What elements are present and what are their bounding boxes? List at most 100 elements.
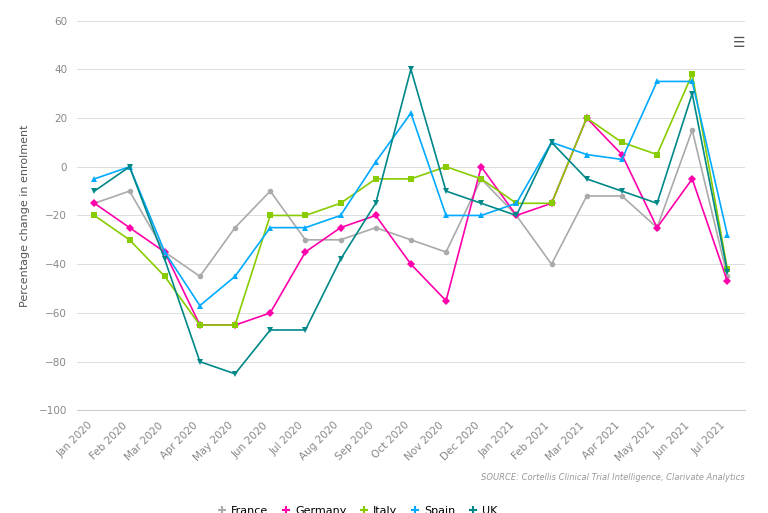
Spain: [125, 164, 134, 170]
Germany: [723, 278, 732, 284]
UK: [230, 371, 240, 377]
Germany: [90, 200, 99, 206]
UK: [653, 200, 662, 206]
France: [266, 188, 275, 194]
Line: Italy: Italy: [91, 71, 730, 328]
France: [442, 249, 451, 255]
Line: France: France: [91, 127, 730, 279]
UK: [687, 91, 697, 97]
UK: [477, 200, 486, 206]
UK: [547, 140, 556, 146]
Legend: France, Germany, Italy, Spain, UK: France, Germany, Italy, Spain, UK: [214, 502, 502, 513]
Italy: [547, 200, 556, 206]
Germany: [125, 225, 134, 231]
Spain: [90, 176, 99, 182]
Germany: [406, 261, 415, 267]
UK: [195, 359, 204, 365]
France: [582, 193, 591, 199]
Spain: [617, 156, 627, 163]
Germany: [301, 249, 310, 255]
France: [195, 273, 204, 280]
UK: [266, 327, 275, 333]
Line: UK: UK: [91, 67, 730, 377]
France: [406, 237, 415, 243]
Germany: [160, 249, 169, 255]
Germany: [582, 115, 591, 121]
Germany: [547, 200, 556, 206]
France: [230, 225, 240, 231]
Spain: [653, 78, 662, 85]
France: [547, 261, 556, 267]
Italy: [687, 71, 697, 77]
Germany: [687, 176, 697, 182]
Spain: [371, 159, 380, 165]
Italy: [336, 200, 345, 206]
Germany: [266, 310, 275, 316]
UK: [301, 327, 310, 333]
UK: [442, 188, 451, 194]
Germany: [230, 322, 240, 328]
Italy: [371, 176, 380, 182]
Text: SOURCE: Cortellis Clinical Trial Intelligence, Clarivate Analytics: SOURCE: Cortellis Clinical Trial Intelli…: [482, 473, 745, 482]
Germany: [195, 322, 204, 328]
Germany: [511, 212, 521, 219]
France: [723, 273, 732, 280]
Line: Spain: Spain: [91, 78, 730, 308]
Spain: [723, 232, 732, 238]
Italy: [442, 164, 451, 170]
Germany: [336, 225, 345, 231]
France: [617, 193, 627, 199]
UK: [511, 212, 521, 219]
Spain: [230, 273, 240, 280]
France: [477, 176, 486, 182]
Spain: [477, 212, 486, 219]
Germany: [477, 164, 486, 170]
UK: [125, 164, 134, 170]
Italy: [230, 322, 240, 328]
France: [125, 188, 134, 194]
Germany: [442, 298, 451, 304]
France: [160, 249, 169, 255]
Germany: [371, 212, 380, 219]
Italy: [406, 176, 415, 182]
Italy: [195, 322, 204, 328]
Germany: [653, 225, 662, 231]
UK: [160, 256, 169, 263]
Spain: [687, 78, 697, 85]
France: [301, 237, 310, 243]
France: [511, 212, 521, 219]
Spain: [266, 225, 275, 231]
Italy: [125, 237, 134, 243]
Italy: [653, 151, 662, 157]
Spain: [406, 110, 415, 116]
Italy: [266, 212, 275, 219]
UK: [90, 188, 99, 194]
Italy: [301, 212, 310, 219]
France: [371, 225, 380, 231]
Italy: [477, 176, 486, 182]
Y-axis label: Percentage change in enrolment: Percentage change in enrolment: [21, 124, 31, 307]
Italy: [511, 200, 521, 206]
France: [687, 127, 697, 133]
Italy: [90, 212, 99, 219]
Spain: [195, 303, 204, 309]
Spain: [582, 151, 591, 157]
UK: [371, 200, 380, 206]
UK: [582, 176, 591, 182]
UK: [723, 268, 732, 274]
Text: ☰: ☰: [733, 36, 745, 50]
UK: [617, 188, 627, 194]
Spain: [511, 200, 521, 206]
Italy: [582, 115, 591, 121]
UK: [406, 66, 415, 72]
Germany: [617, 151, 627, 157]
Italy: [617, 140, 627, 146]
Italy: [160, 273, 169, 280]
Spain: [547, 140, 556, 146]
Spain: [160, 249, 169, 255]
France: [653, 225, 662, 231]
France: [336, 237, 345, 243]
Line: Germany: Germany: [91, 115, 730, 328]
Spain: [301, 225, 310, 231]
France: [90, 200, 99, 206]
